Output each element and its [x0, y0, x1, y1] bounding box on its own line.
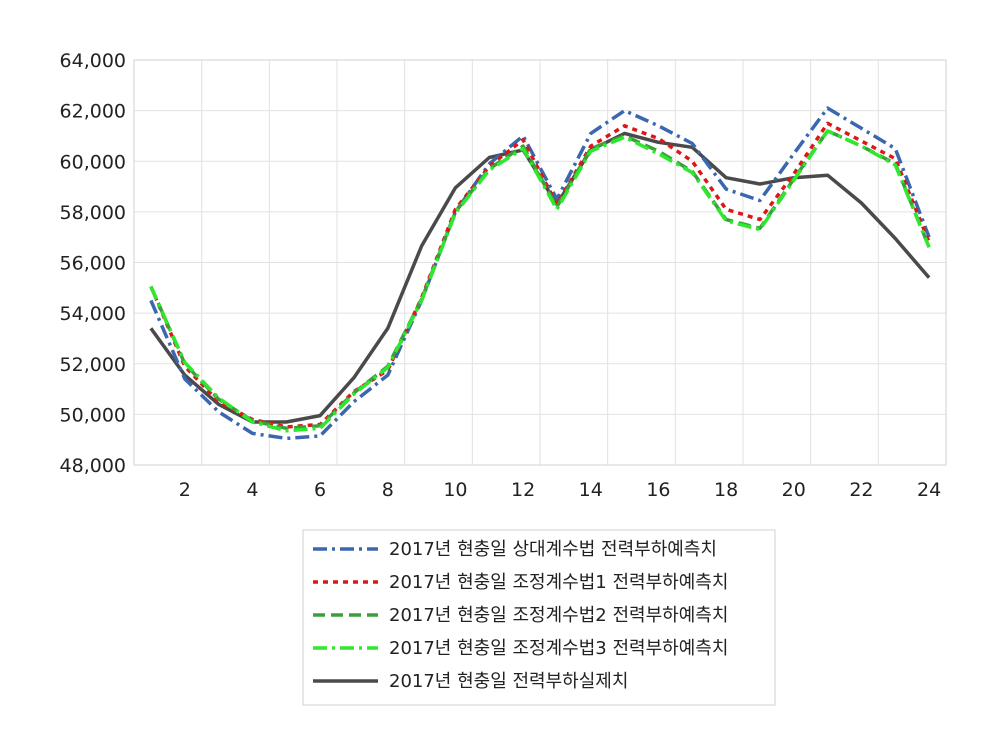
- series-lines: [149, 106, 931, 441]
- y-tick-label: 58,000: [60, 202, 126, 224]
- x-tick-label: 8: [382, 479, 394, 501]
- series-line-4: [149, 129, 931, 433]
- y-tick-label: 64,000: [60, 50, 126, 72]
- x-tick-label: 12: [511, 479, 535, 501]
- x-tick-label: 18: [714, 479, 738, 501]
- y-tick-label: 62,000: [60, 101, 126, 123]
- x-tick-label: 22: [849, 479, 873, 501]
- x-tick-label: 14: [579, 479, 603, 501]
- x-tick-label: 24: [917, 479, 941, 501]
- x-tick-label: 2: [179, 479, 191, 501]
- series-line-1: [149, 106, 931, 441]
- legend-label-4: 2017년 현충일 조정계수법3 전력부하예측치: [389, 638, 728, 659]
- x-tick-label: 4: [246, 479, 258, 501]
- legend-box: [302, 529, 776, 706]
- x-tick-label: 20: [782, 479, 806, 501]
- x-tick-label: 10: [443, 479, 467, 501]
- plot-area-border: [133, 59, 947, 466]
- legend-label-1: 2017년 현충일 상대계수법 전력부하예측치: [389, 539, 717, 560]
- y-tick-label: 52,000: [60, 354, 126, 376]
- chart-gridlines: [134, 59, 946, 466]
- legend-label-5: 2017년 현충일 전력부하실제치: [389, 671, 628, 692]
- x-tick-label: 6: [314, 479, 326, 501]
- x-tick-label: 16: [646, 479, 670, 501]
- y-tick-label: 60,000: [60, 151, 126, 173]
- y-tick-label: 50,000: [60, 404, 126, 426]
- legend: 2017년 현충일 상대계수법 전력부하예측치 2017년 현충일 조정계수법1 …: [302, 529, 776, 706]
- y-tick-label: 56,000: [60, 253, 126, 275]
- legend-label-2: 2017년 현충일 조정계수법1 전력부하예측치: [389, 572, 728, 593]
- y-tick-label: 48,000: [60, 455, 126, 477]
- x-axis: 2 4 6 8 10 12 14 16 18 20 22 24: [179, 479, 941, 501]
- y-tick-label: 54,000: [60, 303, 126, 325]
- y-axis: 48,000 50,000 52,000 54,000 56,000 58,000 60,0…: [60, 50, 126, 477]
- legend-label-3: 2017년 현충일 조정계수법2 전력부하예측치: [389, 605, 728, 626]
